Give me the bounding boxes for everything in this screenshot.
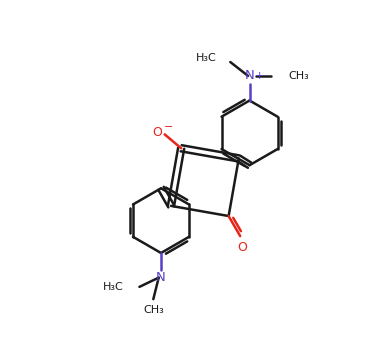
Text: +: + [255,71,264,81]
Text: N: N [245,69,255,82]
Text: CH₃: CH₃ [288,71,309,81]
Text: −: − [164,122,173,132]
Text: O: O [238,241,248,254]
Text: H₃C: H₃C [103,282,124,292]
Text: H₃C: H₃C [196,53,217,63]
Text: N: N [156,272,166,285]
Text: O: O [152,126,162,139]
Text: CH₃: CH₃ [143,305,164,315]
